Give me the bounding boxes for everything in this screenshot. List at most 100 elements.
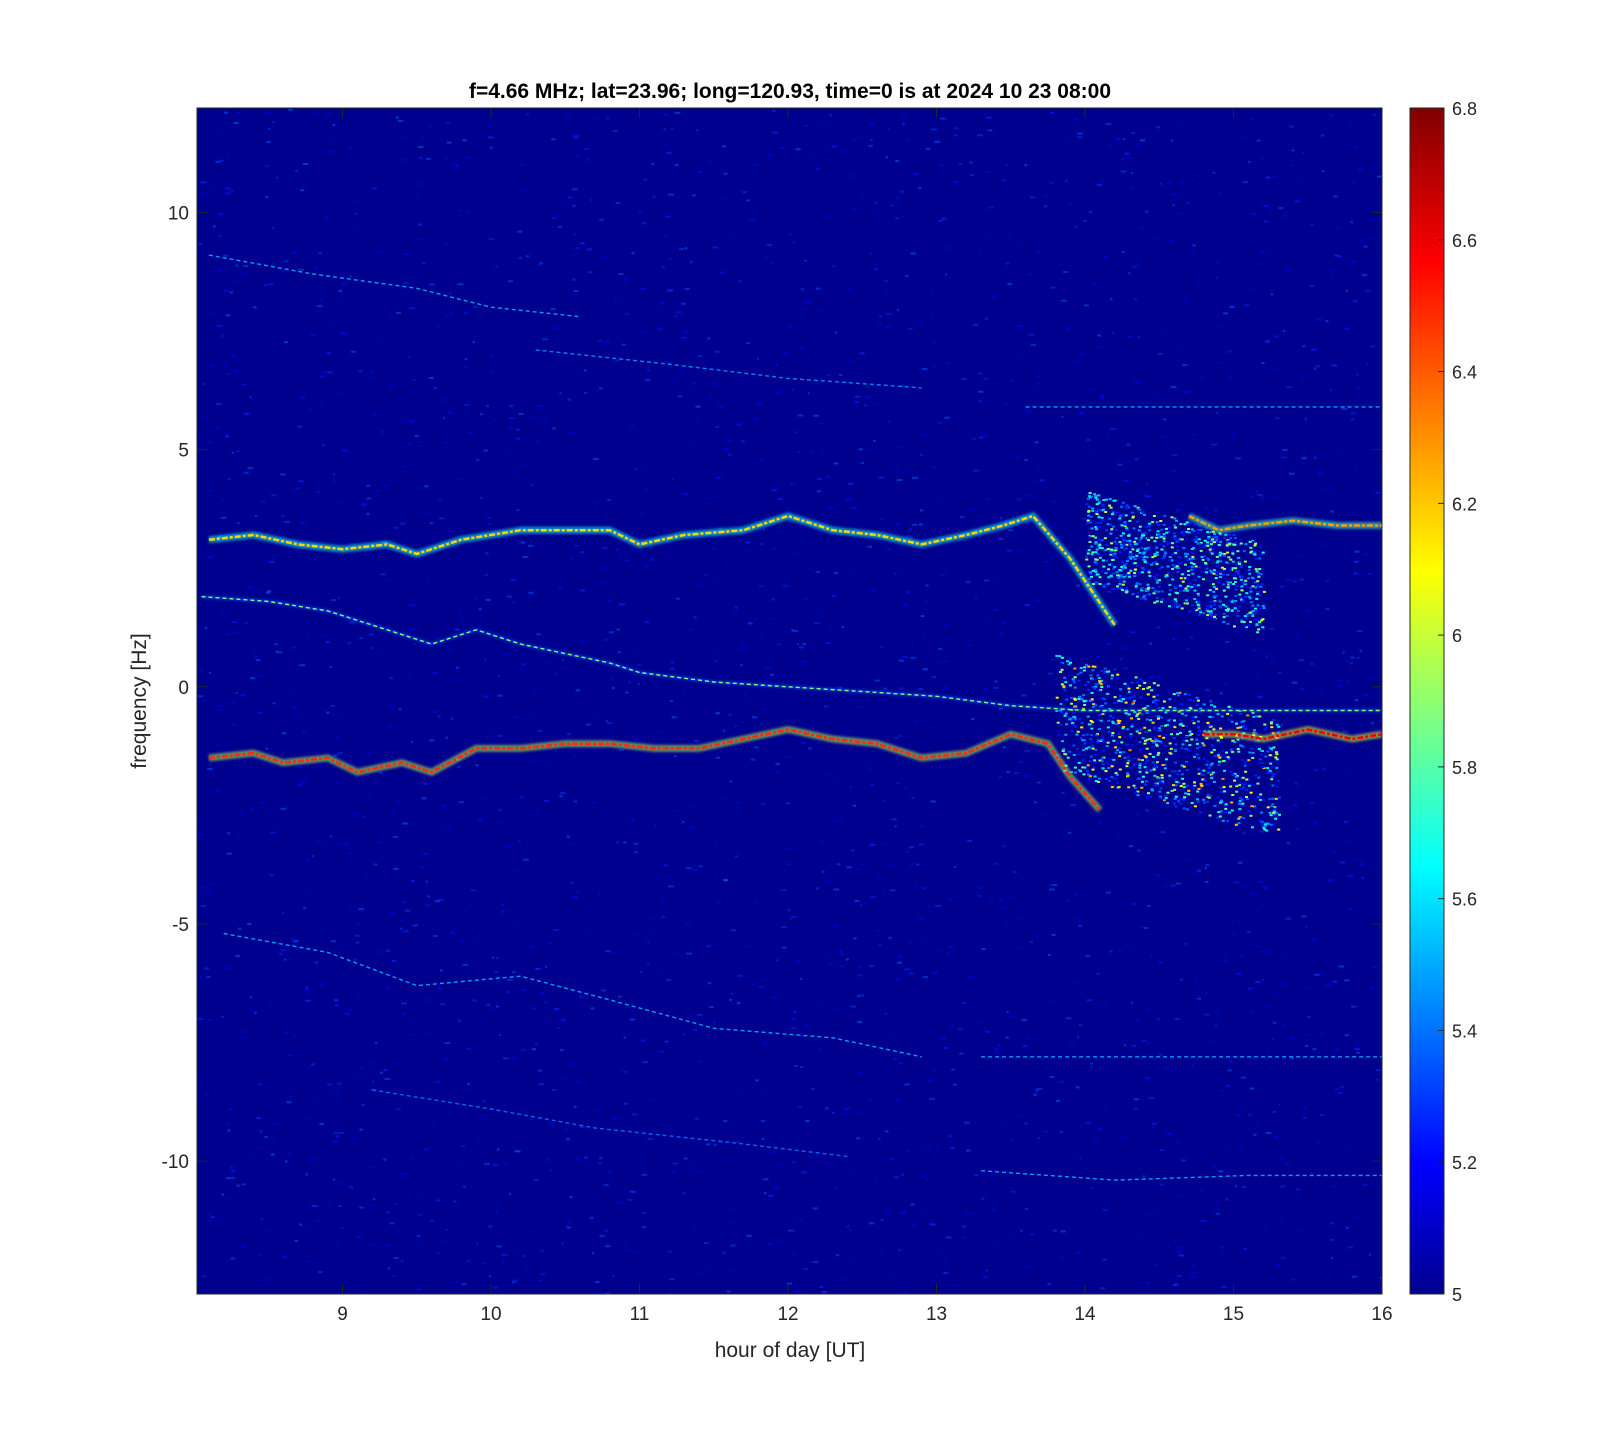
noise-pixel xyxy=(999,707,1004,710)
blob-pixel xyxy=(1125,528,1129,531)
noise-pixel xyxy=(266,1279,270,1282)
noise-pixel xyxy=(515,428,520,431)
noise-pixel xyxy=(879,315,882,318)
noise-pixel xyxy=(1317,973,1323,976)
noise-pixel xyxy=(507,280,513,283)
noise-pixel xyxy=(1330,1222,1335,1225)
blob-pixel xyxy=(1106,741,1110,744)
noise-pixel xyxy=(1153,1263,1157,1266)
noise-pixel xyxy=(978,436,984,439)
blob-pixel xyxy=(1211,716,1214,719)
blob-pixel xyxy=(1112,554,1116,557)
noise-pixel xyxy=(1211,443,1218,446)
noise-pixel xyxy=(1046,542,1053,545)
noise-pixel xyxy=(943,1047,950,1049)
noise-pixel xyxy=(800,288,804,291)
blob-pixel xyxy=(1090,698,1094,701)
noise-pixel xyxy=(1096,655,1100,658)
noise-pixel xyxy=(503,1162,509,1165)
noise-pixel xyxy=(1134,1019,1141,1022)
blob-pixel xyxy=(1199,782,1203,785)
noise-pixel xyxy=(1027,411,1033,414)
blob-pixel xyxy=(1098,538,1102,541)
blob-pixel xyxy=(1097,689,1101,692)
blob-pixel xyxy=(1109,574,1113,577)
noise-pixel xyxy=(576,891,580,894)
noise-pixel xyxy=(1249,1087,1255,1090)
blob-pixel xyxy=(1135,520,1139,523)
noise-pixel xyxy=(1136,144,1140,147)
noise-pixel xyxy=(1233,881,1240,884)
blob-pixel xyxy=(1144,526,1148,528)
blob-pixel xyxy=(1259,573,1263,576)
noise-pixel xyxy=(1005,923,1009,926)
noise-pixel xyxy=(1144,927,1148,929)
blob-pixel xyxy=(1077,700,1081,703)
noise-pixel xyxy=(652,195,656,198)
noise-pixel xyxy=(1287,596,1290,599)
noise-pixel xyxy=(782,946,787,949)
noise-pixel xyxy=(1369,752,1373,755)
blob-pixel xyxy=(1085,733,1089,736)
blob-pixel xyxy=(1155,554,1159,556)
noise-pixel xyxy=(874,679,880,682)
blob-pixel xyxy=(1201,558,1205,561)
noise-pixel xyxy=(349,543,356,546)
blob-pixel xyxy=(1266,771,1269,774)
noise-pixel xyxy=(733,216,736,219)
blob-pixel xyxy=(1124,712,1128,715)
noise-pixel xyxy=(325,113,332,116)
noise-pixel xyxy=(555,1008,559,1011)
blob-pixel xyxy=(1232,574,1236,577)
blob-pixel xyxy=(1247,595,1251,598)
blob-pixel xyxy=(1083,703,1087,706)
noise-pixel xyxy=(1090,744,1095,747)
blob-pixel xyxy=(1251,540,1255,543)
noise-pixel xyxy=(221,1193,224,1196)
noise-pixel xyxy=(417,238,424,241)
blob-pixel xyxy=(1133,787,1137,789)
noise-pixel xyxy=(529,417,534,419)
noise-pixel xyxy=(1359,649,1362,652)
noise-pixel xyxy=(765,666,771,669)
blob-pixel xyxy=(1088,774,1092,777)
noise-pixel xyxy=(398,569,403,572)
noise-pixel xyxy=(1131,1044,1137,1047)
blob-pixel xyxy=(1129,733,1133,736)
blob-pixel xyxy=(1133,572,1137,574)
noise-pixel xyxy=(644,1006,649,1009)
noise-pixel xyxy=(899,1062,903,1065)
noise-pixel xyxy=(470,889,477,892)
blob-pixel xyxy=(1133,558,1137,561)
noise-pixel xyxy=(1159,1053,1162,1056)
noise-pixel xyxy=(1273,849,1276,852)
noise-pixel xyxy=(532,1103,536,1105)
blob-pixel xyxy=(1145,593,1149,596)
blob-pixel xyxy=(1097,777,1101,780)
blob-pixel xyxy=(1111,588,1115,591)
noise-pixel xyxy=(1102,1107,1108,1110)
blob-pixel xyxy=(1240,788,1243,790)
noise-pixel xyxy=(400,1173,407,1176)
blob-pixel xyxy=(1212,781,1216,783)
noise-pixel xyxy=(1067,747,1070,750)
noise-pixel xyxy=(638,210,642,213)
noise-pixel xyxy=(457,209,463,212)
blob-pixel xyxy=(1155,743,1158,746)
noise-pixel xyxy=(208,1018,213,1021)
blob-pixel xyxy=(1269,771,1273,774)
blob-pixel xyxy=(1261,798,1265,801)
noise-pixel xyxy=(403,289,407,291)
blob-pixel xyxy=(1132,764,1136,767)
noise-pixel xyxy=(1102,741,1109,744)
noise-pixel xyxy=(1319,1131,1323,1133)
noise-pixel xyxy=(1078,1114,1082,1117)
noise-pixel xyxy=(316,305,323,308)
noise-pixel xyxy=(870,783,875,786)
noise-pixel xyxy=(665,1038,668,1041)
noise-pixel xyxy=(445,122,451,125)
noise-pixel xyxy=(1184,705,1187,708)
noise-pixel xyxy=(935,496,940,499)
noise-pixel xyxy=(1238,1105,1244,1108)
blob-pixel xyxy=(1156,684,1160,687)
